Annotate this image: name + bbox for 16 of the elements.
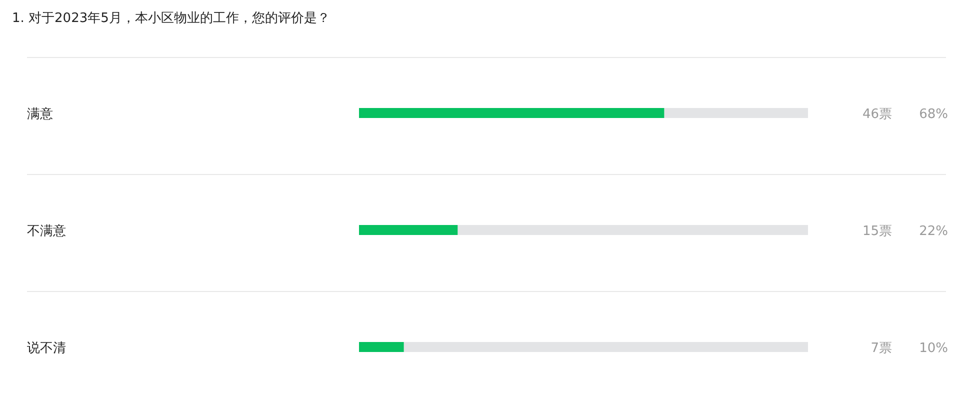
text: 46票	[862, 107, 892, 122]
data-label: 10%	[919, 341, 948, 356]
bar	[359, 108, 664, 118]
bar	[404, 342, 808, 352]
y-tick-label: 满意	[27, 107, 53, 122]
bar	[359, 225, 458, 235]
bar	[359, 342, 404, 352]
y-tick-label: 说不清	[27, 341, 66, 356]
bar	[664, 108, 808, 118]
text: 1. 对于2023年5月，本小区物业的工作，您的评价是？	[12, 11, 330, 26]
y-tick-label: 不满意	[27, 224, 66, 239]
bar	[458, 225, 808, 235]
data-label: 68%	[919, 107, 948, 122]
text: 7票	[870, 341, 892, 356]
text: 15票	[862, 224, 892, 239]
data-label: 22%	[919, 224, 948, 239]
